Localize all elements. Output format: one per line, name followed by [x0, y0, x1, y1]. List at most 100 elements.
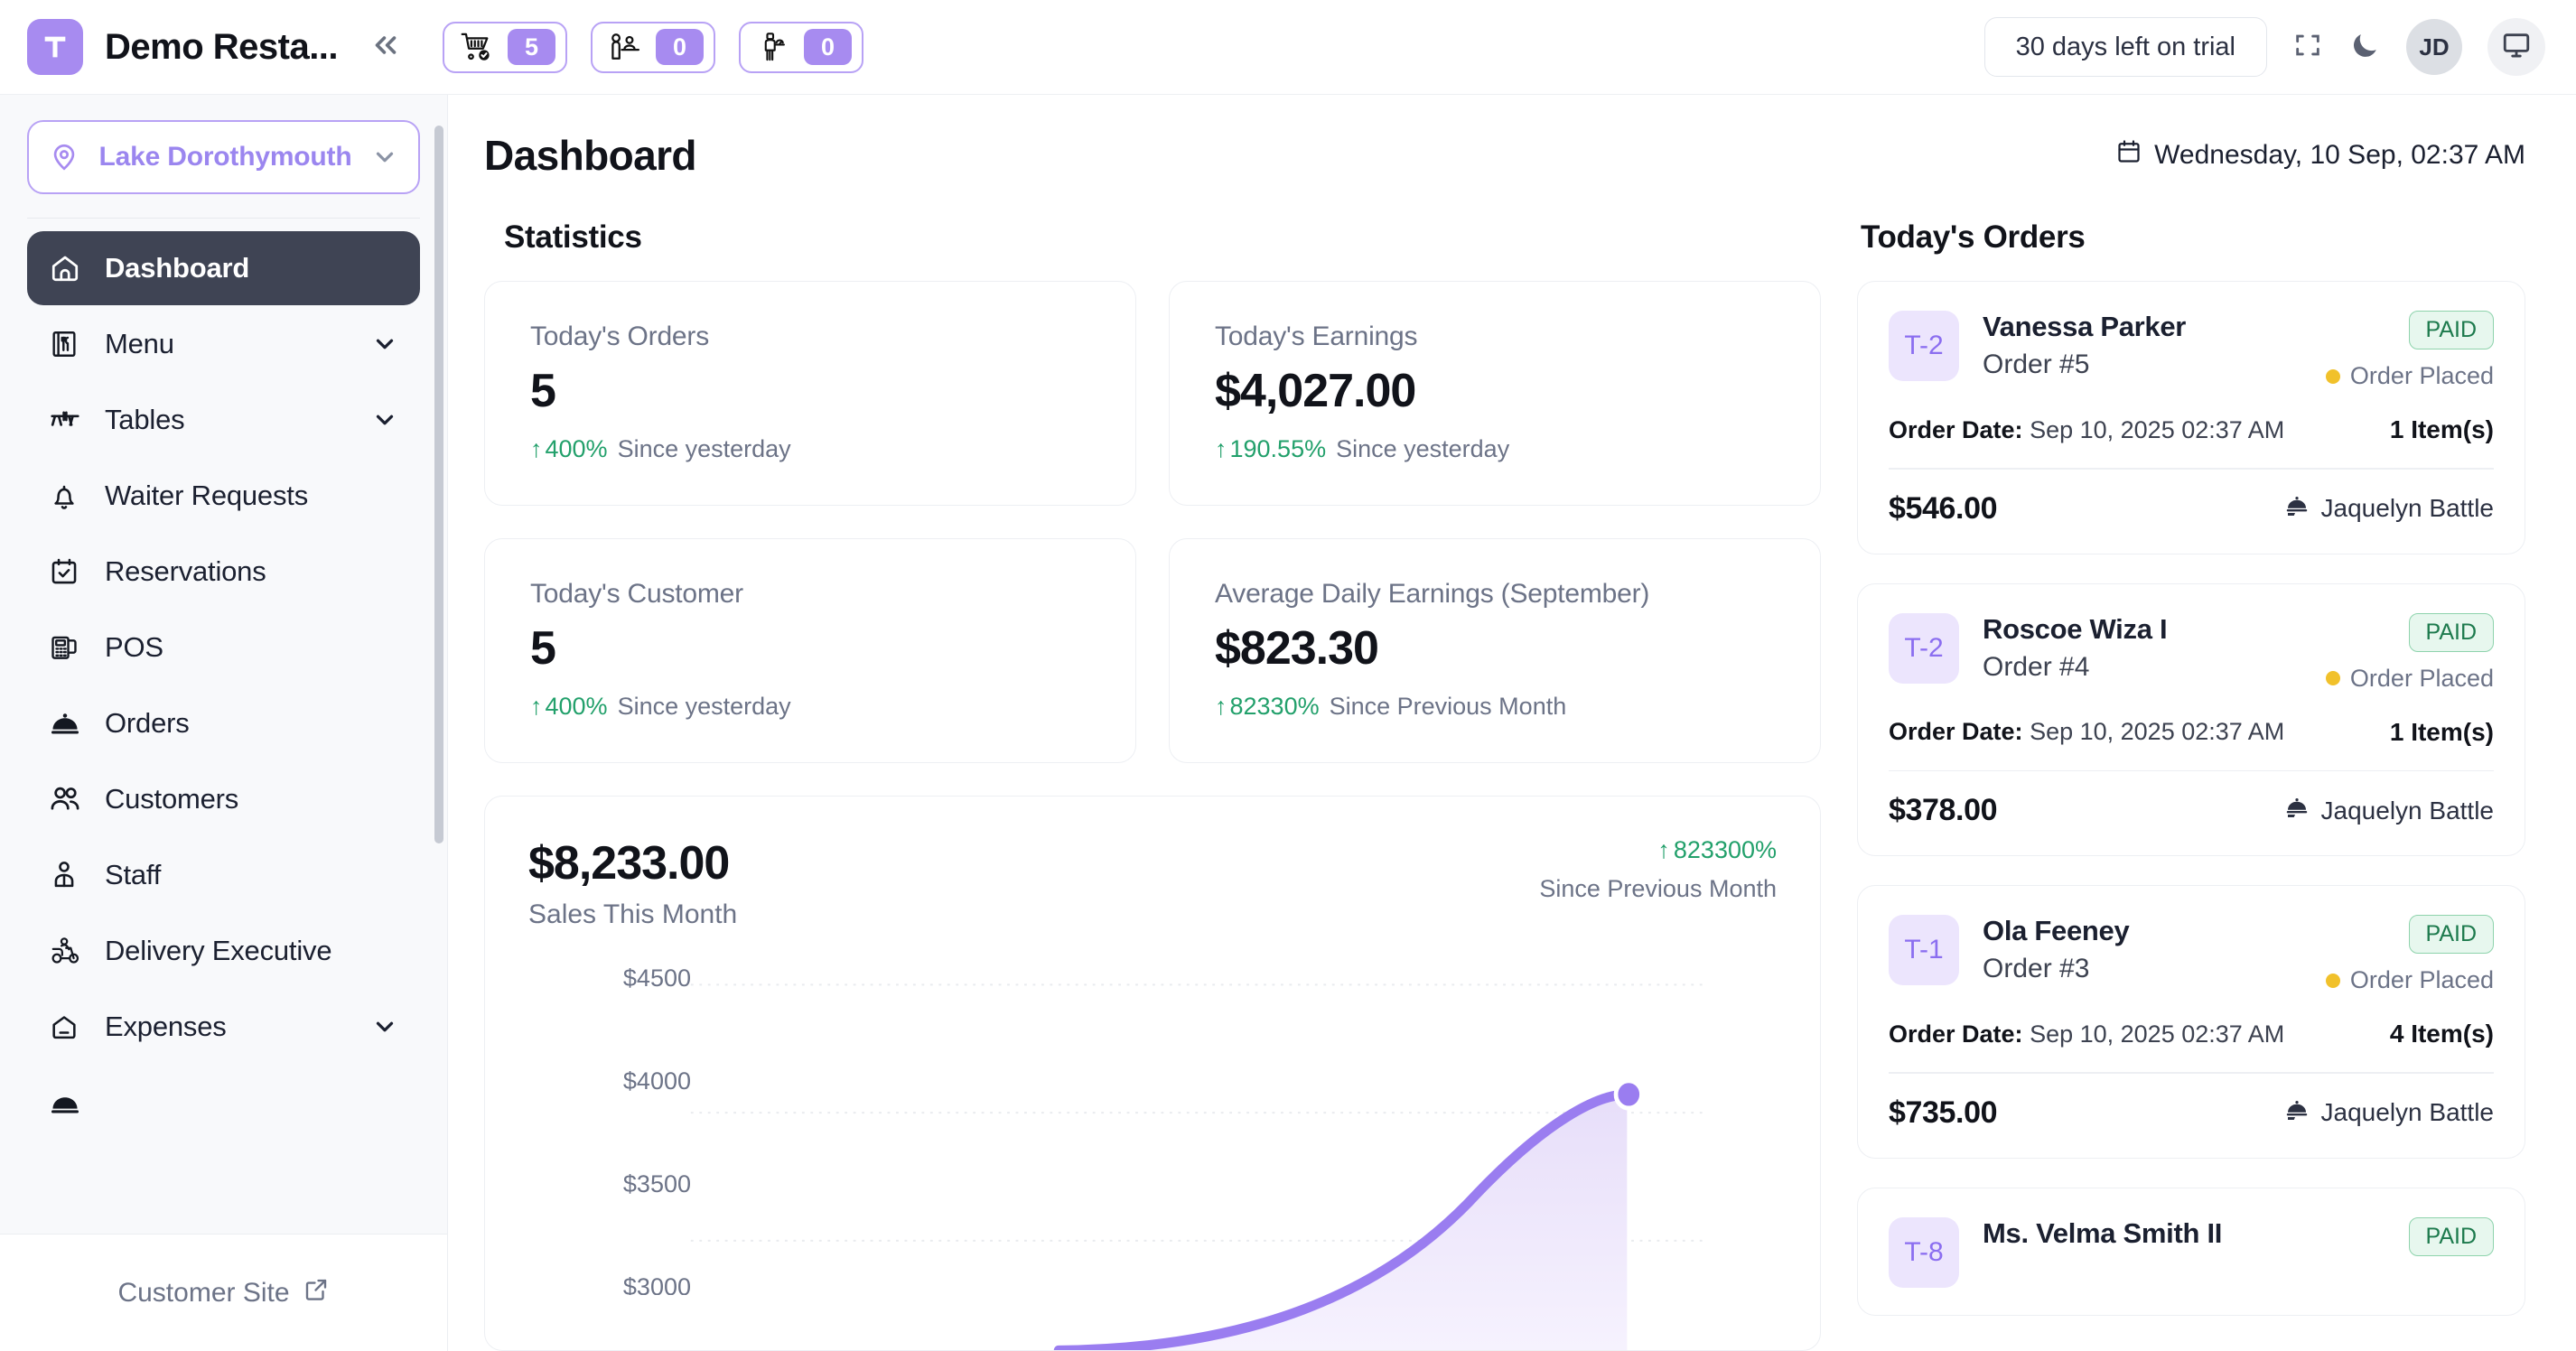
- order-status: Order Placed: [2325, 966, 2494, 994]
- stat-value: $823.30: [1215, 621, 1379, 675]
- sidebar-item-expenses[interactable]: Expenses: [27, 990, 420, 1064]
- status-badge: PAID: [2408, 915, 2494, 955]
- sales-trend-text: Since Previous Month: [1539, 874, 1777, 902]
- pill-seated-guests[interactable]: 0: [591, 21, 716, 73]
- table-badge: T-8: [1889, 1216, 1959, 1288]
- stat-value: $4,027.00: [1215, 365, 1416, 417]
- cloche-icon: [2283, 492, 2310, 526]
- sidebar-divider: [27, 218, 420, 219]
- display-mode-button[interactable]: [2487, 18, 2545, 76]
- order-date-label: Order Date:: [1889, 1020, 2023, 1048]
- location-selector[interactable]: Lake Dorothymouth: [27, 120, 420, 194]
- stat-delta-pct: 400%: [545, 692, 608, 720]
- trial-status-button[interactable]: 30 days left on trial: [1983, 17, 2267, 77]
- sidebar-item-orders[interactable]: Orders: [27, 686, 420, 760]
- order-card[interactable]: T-2 Roscoe Wiza I Order #4 PAID Ord: [1857, 582, 2525, 857]
- stat-delta: ↑ 400% Since yesterday: [530, 435, 1090, 463]
- sales-area-chart: $4500 $4000 $3500 $3000: [528, 957, 1777, 1350]
- order-number: Order #4: [1983, 651, 2090, 682]
- statistics-title: Statistics: [504, 219, 642, 255]
- dark-mode-toggle[interactable]: [2348, 29, 2381, 66]
- pos-terminal-icon: [49, 632, 96, 663]
- trend-up-icon: ↑ 190.55%: [1215, 434, 1327, 462]
- sidebar-item-label: Reservations: [105, 555, 266, 587]
- order-status: Order Placed: [2325, 665, 2494, 693]
- sidebar-item-label: Delivery Executive: [105, 935, 332, 966]
- order-number: Order #5: [1983, 349, 2090, 379]
- sidebar-item-dashboard[interactable]: Dashboard: [27, 231, 420, 305]
- sales-trend-pct: 823300%: [1673, 835, 1777, 863]
- customer-site-link[interactable]: Customer Site: [117, 1276, 329, 1310]
- menu-book-icon: [49, 329, 96, 359]
- order-customer-name: Vanessa Parker: [1983, 311, 2187, 342]
- divider: [1889, 769, 2494, 772]
- sidebar-item-tables[interactable]: Tables: [27, 383, 420, 457]
- trend-up-icon: ↑ 82330%: [1215, 692, 1320, 720]
- status-dot-icon: [2325, 671, 2340, 686]
- sidebar-item-waiter-requests[interactable]: Waiter Requests: [27, 459, 420, 533]
- avatar[interactable]: JD: [2406, 19, 2462, 75]
- sidebar-item-staff[interactable]: Staff: [27, 838, 420, 912]
- expense-icon: [49, 1011, 96, 1042]
- cloche-icon: [49, 1086, 96, 1119]
- chart-svg: [690, 983, 1709, 1350]
- sidebar-item-pos[interactable]: POS: [27, 610, 420, 685]
- sidebar-collapse-button[interactable]: [365, 24, 406, 70]
- order-total: $378.00: [1889, 793, 1998, 828]
- pill-waiters[interactable]: 0: [739, 21, 864, 73]
- chevron-down-icon: [371, 144, 398, 171]
- sidebar-item-menu[interactable]: Menu: [27, 307, 420, 381]
- cloche-icon: [2283, 1096, 2310, 1130]
- app-logo: [27, 19, 83, 75]
- order-date-label: Order Date:: [1889, 415, 2023, 443]
- status-badge: PAID: [2408, 1216, 2494, 1256]
- order-waiter: Jaquelyn Battle: [2283, 492, 2494, 526]
- order-status-label: Order Placed: [2349, 362, 2494, 389]
- sidebar-scrollbar-thumb[interactable]: [434, 126, 443, 844]
- order-customer-name: Ms. Velma Smith II: [1983, 1216, 2223, 1249]
- stat-card-todays-orders: Today's Orders 5 ↑ 400% Since yesterday: [484, 281, 1136, 506]
- sales-amount: $8,233.00: [528, 836, 730, 890]
- y-tick-label: $3500: [622, 1169, 691, 1197]
- external-link-icon: [303, 1276, 330, 1310]
- table-badge: T-2: [1889, 612, 1959, 684]
- chart-line: [1053, 1088, 1632, 1350]
- stat-delta-text: Since Previous Month: [1329, 692, 1567, 720]
- chart-end-marker: [1613, 1077, 1644, 1111]
- sidebar-item-partial[interactable]: [27, 1066, 420, 1140]
- stat-label: Today's Earnings: [1215, 321, 1418, 351]
- stat-delta-pct: 190.55%: [1229, 434, 1327, 462]
- sidebar-scroll-area: Lake Dorothymouth Dashboard: [0, 95, 447, 1234]
- stat-delta: ↑ 400% Since yesterday: [530, 693, 1090, 721]
- order-card[interactable]: T-1 Ola Feeney Order #3 PAID Order: [1857, 885, 2525, 1159]
- stat-delta-text: Since yesterday: [617, 434, 791, 462]
- sidebar-item-reservations[interactable]: Reservations: [27, 535, 420, 609]
- body-row: Lake Dorothymouth Dashboard: [0, 95, 2576, 1351]
- order-waiter-name: Jaquelyn Battle: [2320, 796, 2494, 825]
- sidebar-item-delivery-executive[interactable]: Delivery Executive: [27, 914, 420, 988]
- trend-up-icon: ↑ 400%: [530, 692, 608, 720]
- stat-delta-pct: 400%: [545, 434, 608, 462]
- order-card[interactable]: T-8 Ms. Velma Smith II PAID: [1857, 1187, 2525, 1316]
- status-badge: PAID: [2408, 612, 2494, 652]
- sidebar-item-customers[interactable]: Customers: [27, 762, 420, 836]
- stat-delta-text: Since yesterday: [1336, 434, 1510, 462]
- chevron-down-icon: [371, 406, 398, 433]
- order-card[interactable]: T-2 Vanessa Parker Order #5 PAID Or: [1857, 281, 2525, 554]
- fullscreen-button[interactable]: [2292, 30, 2323, 65]
- moon-icon: [2348, 29, 2381, 66]
- sales-trend: ↑ 823300%: [1657, 835, 1777, 863]
- page-title: Dashboard: [484, 132, 696, 179]
- table-icon: [49, 404, 96, 436]
- order-customer-name: Ola Feeney: [1983, 915, 2130, 947]
- pill-cart-orders[interactable]: 5: [443, 21, 568, 73]
- chevrons-left-icon: [369, 28, 403, 67]
- scooter-icon: [49, 935, 96, 967]
- order-date: Order Date: Sep 10, 2025 02:37 AM: [1889, 1020, 2284, 1048]
- order-waiter: Jaquelyn Battle: [2283, 1096, 2494, 1130]
- status-badge: PAID: [2408, 311, 2494, 349]
- stat-label: Today's Customer: [530, 578, 743, 609]
- order-date-value: Sep 10, 2025 02:37 AM: [2030, 718, 2285, 746]
- sidebar-scrollbar[interactable]: [434, 126, 443, 1214]
